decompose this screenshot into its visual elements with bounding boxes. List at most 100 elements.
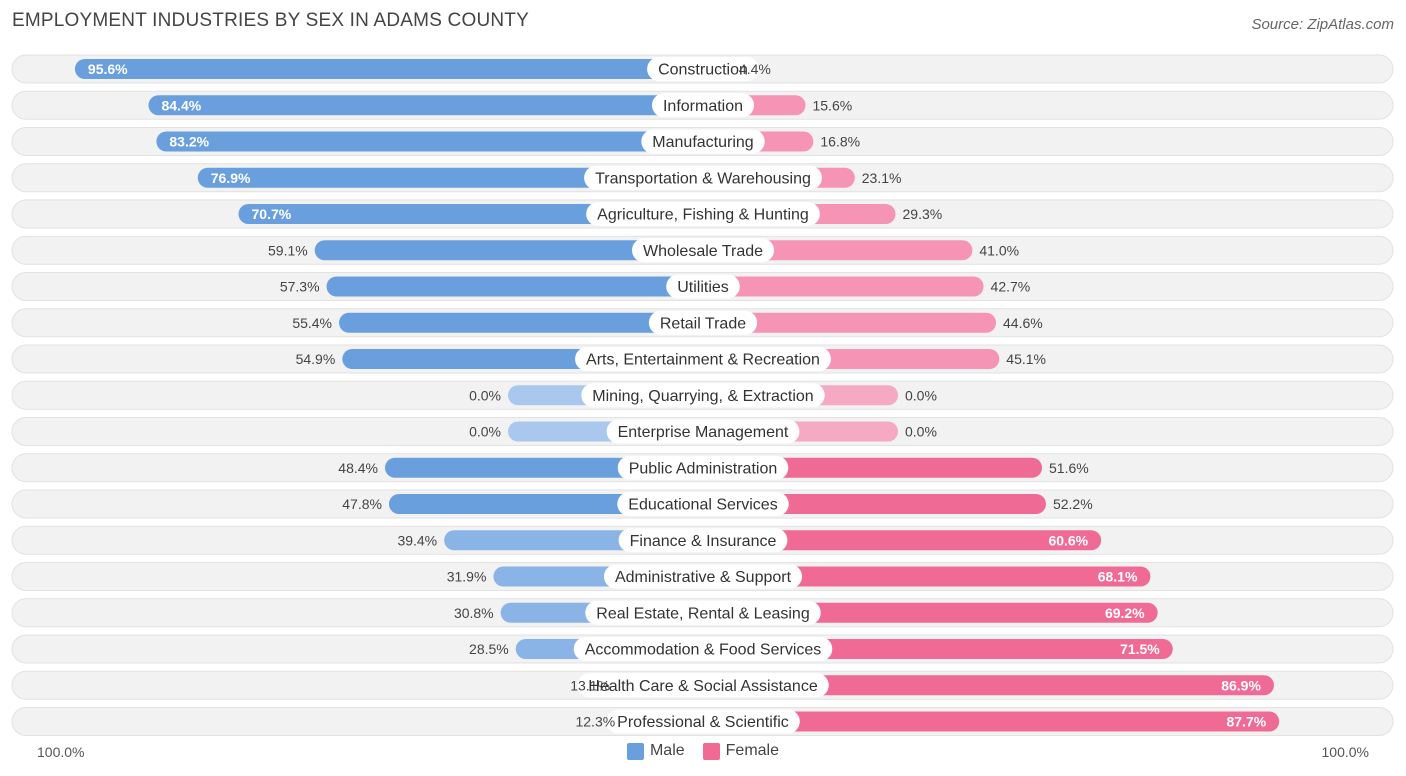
female-value-label: 45.1% (1006, 351, 1046, 367)
category-label: Construction (658, 62, 748, 79)
category-pill (618, 528, 788, 553)
row-8: Arts, Entertainment & Recreation 54.9% 45.… (11, 344, 1394, 374)
category-pill (584, 165, 822, 190)
row-9: Mining, Quarrying, & Extraction 0.0% 0.0% (11, 380, 1394, 410)
male-value-label: 39.4% (397, 532, 437, 548)
male-value-label: 13.1% (570, 677, 610, 693)
row-13: Finance & Insurance 39.4% 60.6% (11, 525, 1394, 555)
category-label: Arts, Entertainment & Recreation (586, 352, 820, 369)
category-label: Health Care & Social Assistance (588, 678, 818, 695)
male-value-label: 0.0% (469, 387, 501, 403)
category-pill (617, 455, 789, 480)
male-value-label: 30.8% (454, 605, 494, 621)
male-value-label: 48.4% (338, 460, 378, 476)
category-pill (586, 202, 820, 226)
category-label: Public Administration (629, 460, 778, 477)
category-pill (577, 673, 829, 698)
legend-swatch-male (626, 742, 644, 760)
male-value-label: 84.4% (161, 97, 201, 113)
category-pill (641, 129, 765, 154)
male-value-label: 54.9% (296, 351, 336, 367)
category-pill (617, 492, 789, 516)
legend-item-male[interactable]: Male (626, 742, 685, 760)
category-pill (573, 637, 833, 661)
male-bar[interactable] (74, 59, 703, 79)
male-value-label: 70.7% (252, 206, 292, 222)
category-label: Real Estate, Rental & Leasing (596, 605, 809, 622)
category-label: Utilities (677, 279, 729, 296)
category-label: Transportation & Warehousing (595, 170, 811, 187)
male-bar[interactable] (339, 312, 703, 333)
male-value-label: 83.2% (169, 134, 209, 150)
female-value-label: 4.4% (739, 61, 771, 77)
row-3: Transportation & Warehousing 76.9% 23.1% (11, 163, 1394, 193)
female-bar[interactable] (703, 530, 1102, 551)
row-0: Construction 95.6% 4.4% (11, 54, 1394, 84)
female-value-label: 68.1% (1098, 569, 1138, 585)
category-pill (575, 347, 831, 371)
row-10: Enterprise Management 0.0% 0.0% (11, 417, 1394, 446)
row-7: Retail Trade 55.4% 44.6% (11, 308, 1394, 338)
category-label: Educational Services (628, 497, 777, 514)
female-value-label: 23.1% (862, 170, 902, 186)
category-label: Finance & Insurance (630, 533, 777, 550)
female-value-label: 0.0% (905, 424, 937, 440)
female-value-label: 29.3% (903, 206, 943, 222)
female-value-label: 52.2% (1053, 496, 1093, 512)
axis-left-label: 100.0% (37, 744, 85, 760)
male-value-label: 55.4% (292, 315, 332, 331)
male-value-label: 31.9% (447, 569, 487, 585)
category-pill (581, 383, 825, 408)
category-pill (651, 93, 755, 118)
male-bar[interactable] (148, 95, 703, 116)
male-value-label: 47.8% (342, 496, 382, 512)
female-bar[interactable] (703, 457, 1043, 478)
female-bar[interactable] (703, 494, 1046, 514)
female-value-label: 16.8% (820, 134, 860, 150)
female-value-label: 0.0% (905, 387, 937, 403)
female-bar[interactable] (703, 675, 1274, 696)
category-pill (666, 274, 740, 299)
category-label: Wholesale Trade (643, 243, 763, 260)
male-bar[interactable] (238, 204, 703, 224)
category-label: Mining, Quarrying, & Extraction (592, 388, 813, 405)
male-bar[interactable] (314, 240, 703, 261)
row-11: Public Administration 48.4% 51.6% (11, 453, 1394, 483)
legend-item-female[interactable]: Female (702, 742, 779, 760)
female-bar[interactable] (703, 312, 997, 333)
row-16: Accommodation & Food Services 28.5% 71.5% (11, 634, 1394, 664)
male-bar[interactable] (197, 167, 703, 188)
female-value-label: 71.5% (1120, 641, 1160, 657)
female-bar[interactable] (703, 711, 1280, 732)
female-value-label: 69.2% (1105, 605, 1145, 621)
category-pill (606, 419, 800, 444)
source-label: Source: ZipAtlas.com (1251, 16, 1394, 33)
female-value-label: 41.0% (979, 242, 1019, 258)
category-label: Administrative & Support (615, 569, 792, 586)
female-value-label: 42.7% (991, 279, 1031, 295)
category-label: Professional & Scientific (617, 714, 789, 731)
male-bar[interactable] (326, 276, 703, 297)
category-label: Enterprise Management (618, 424, 789, 441)
male-value-label: 12.3% (575, 714, 615, 730)
female-value-label: 15.6% (812, 97, 852, 113)
category-pill (648, 310, 758, 335)
category-pill (603, 564, 803, 589)
female-bar[interactable] (703, 566, 1151, 587)
female-value-label: 44.6% (1003, 315, 1043, 331)
row-4: Agriculture, Fishing & Hunting 70.7% 29.3% (11, 199, 1394, 229)
category-pill (647, 57, 759, 81)
row-14: Administrative & Support 31.9% 68.1% (11, 562, 1394, 591)
female-bar[interactable] (703, 276, 984, 297)
female-value-label: 87.7% (1226, 714, 1266, 730)
legend-label-male: Male (649, 742, 685, 759)
male-value-label: 95.6% (88, 61, 128, 77)
category-pill (606, 709, 800, 734)
axis-right-label: 100.0% (1321, 744, 1369, 760)
male-value-label: 28.5% (469, 641, 509, 657)
male-bar[interactable] (156, 131, 703, 152)
category-label: Agriculture, Fishing & Hunting (597, 207, 809, 224)
female-value-label: 60.6% (1048, 532, 1088, 548)
